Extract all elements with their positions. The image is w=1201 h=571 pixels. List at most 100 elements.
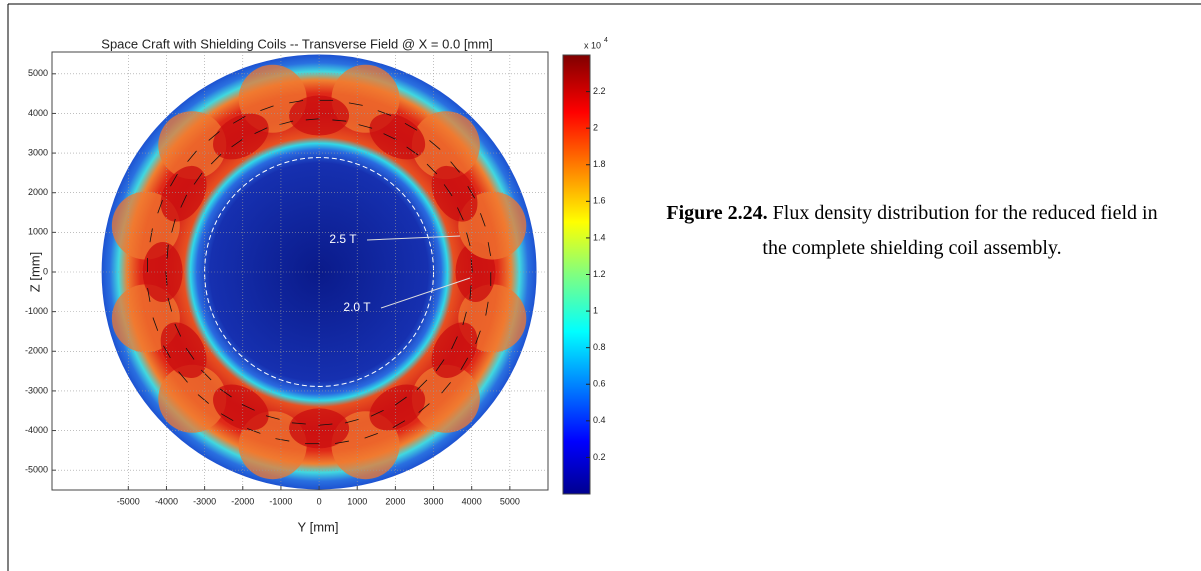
colorbar-tick-label: 0.8 bbox=[593, 342, 606, 352]
field-arrow bbox=[335, 440, 349, 444]
field-arrow bbox=[358, 124, 373, 129]
field-arrow bbox=[370, 409, 384, 417]
x-tick-label: 5000 bbox=[500, 496, 520, 506]
y-tick-label: 3000 bbox=[28, 147, 48, 157]
plot-area bbox=[51, 51, 549, 491]
x-tick-label: -2000 bbox=[231, 496, 254, 506]
coil-lobe bbox=[411, 364, 480, 433]
coil-core bbox=[213, 113, 269, 160]
field-arrow bbox=[418, 403, 430, 413]
field-arrow bbox=[406, 146, 419, 156]
coil-core bbox=[369, 113, 426, 160]
colorbar-tick-label: 1.8 bbox=[593, 159, 606, 169]
field-arrow bbox=[426, 163, 438, 175]
field-arrow bbox=[480, 213, 486, 227]
field-arrow bbox=[450, 161, 460, 173]
coil-core bbox=[369, 384, 426, 431]
field-arrow bbox=[392, 420, 406, 429]
annotation-leader bbox=[366, 235, 461, 241]
y-tick-label: -5000 bbox=[25, 465, 48, 475]
coil-core bbox=[213, 384, 269, 431]
annotation-leader bbox=[380, 277, 471, 309]
field-arrow bbox=[435, 359, 445, 372]
annotation: 2.0 T bbox=[343, 300, 371, 314]
figure-caption: Figure 2.24. Flux density distribution f… bbox=[657, 196, 1167, 266]
field-arrow bbox=[460, 357, 469, 371]
colorbar-tick-label: 0.6 bbox=[593, 379, 606, 389]
field-arrow bbox=[279, 120, 294, 125]
field-arrow bbox=[171, 218, 176, 233]
field-arrow bbox=[466, 232, 471, 247]
field-arrow bbox=[185, 347, 195, 360]
field-arrow bbox=[457, 207, 464, 221]
field-arrow bbox=[220, 413, 234, 422]
y-tick-label: 1000 bbox=[28, 227, 48, 237]
colorbar-multiplier: x 10 bbox=[584, 40, 601, 50]
x-tick-label: -1000 bbox=[269, 496, 292, 506]
x-tick-label: 2000 bbox=[385, 496, 405, 506]
y-tick-label: 4000 bbox=[28, 108, 48, 118]
colorbar-tick-label: 1.2 bbox=[593, 269, 606, 279]
field-arrow bbox=[247, 428, 261, 434]
field-arrow bbox=[165, 271, 168, 286]
field-arrow bbox=[260, 105, 274, 112]
coil-core bbox=[160, 322, 207, 379]
field-arrow bbox=[394, 396, 407, 406]
field-arrow bbox=[187, 150, 197, 162]
coil-lobe bbox=[411, 111, 480, 180]
annotation: 2.5 T bbox=[329, 232, 357, 246]
field-arrow bbox=[404, 122, 418, 131]
x-tick-label: 1000 bbox=[347, 496, 367, 506]
colorbar-tick-label: 1.6 bbox=[593, 196, 606, 206]
field-arrow bbox=[170, 173, 178, 187]
field-arrow bbox=[348, 102, 363, 106]
colorbar-tick-label: 1 bbox=[593, 305, 598, 315]
field-arrow bbox=[289, 100, 304, 104]
coil-lobe bbox=[158, 364, 227, 433]
coil-lobe bbox=[158, 111, 227, 180]
x-tick-label: -5000 bbox=[117, 496, 140, 506]
y-tick-label: 5000 bbox=[28, 68, 48, 78]
field-arrow bbox=[467, 185, 476, 199]
field-arrow bbox=[208, 131, 220, 141]
field-arrow bbox=[193, 172, 203, 185]
field-arrow bbox=[167, 297, 173, 312]
field-arrow bbox=[265, 415, 280, 420]
colorbar-tick-label: 0.2 bbox=[593, 452, 606, 462]
field-arrow bbox=[383, 133, 397, 140]
y-tick-label: -4000 bbox=[25, 425, 48, 435]
caption-label: Figure 2.24. bbox=[666, 202, 768, 224]
field-arrow bbox=[451, 336, 458, 350]
coil-core bbox=[431, 165, 478, 222]
field-arrow bbox=[152, 317, 159, 331]
field-arrow bbox=[475, 330, 481, 345]
x-axis-label: Y [mm] bbox=[298, 519, 339, 534]
y-tick-label: -2000 bbox=[25, 346, 48, 356]
field-arrow bbox=[200, 369, 212, 381]
field-arrow bbox=[416, 379, 428, 391]
coil-core bbox=[431, 322, 478, 379]
colorbar-tick-label: 2 bbox=[593, 123, 598, 133]
field-arrow bbox=[174, 323, 182, 337]
colorbar-tick-label: 0.4 bbox=[593, 415, 606, 425]
field-arrow bbox=[231, 138, 244, 148]
field-arrow bbox=[180, 194, 188, 208]
field-arrow bbox=[275, 438, 290, 442]
field-arrow bbox=[149, 228, 153, 243]
field-arrow bbox=[429, 140, 441, 150]
caption-text: Flux density distribution for the reduce… bbox=[762, 202, 1158, 259]
x-tick-label: -3000 bbox=[193, 496, 216, 506]
field-arrow bbox=[318, 423, 333, 426]
coil-core bbox=[160, 165, 207, 222]
coil-core bbox=[289, 408, 350, 449]
field-arrow bbox=[219, 388, 232, 398]
field-arrow bbox=[377, 110, 392, 116]
field-arrow bbox=[487, 242, 491, 257]
field-arrow bbox=[254, 127, 268, 135]
y-tick-label: -3000 bbox=[25, 385, 48, 395]
field-arrow bbox=[241, 404, 255, 411]
field-arrow bbox=[197, 394, 209, 404]
field-arrow bbox=[364, 432, 378, 439]
